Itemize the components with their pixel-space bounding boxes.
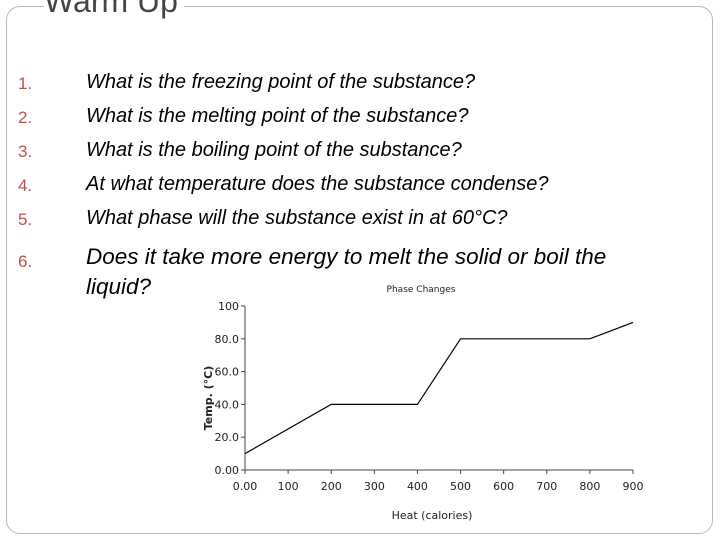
y-tick-label: 80.0 — [215, 333, 240, 346]
question-text: What is the melting point of the substan… — [86, 105, 469, 127]
phase-change-chart: Phase Changes Temp. (°C) Heat (calories)… — [202, 285, 644, 522]
x-tick-label: 200 — [321, 480, 342, 493]
x-tick-label: 900 — [623, 480, 644, 493]
y-tick-label: 20.0 — [215, 431, 240, 444]
x-tick-label: 500 — [450, 480, 471, 493]
y-tick-label: 0.00 — [215, 464, 240, 477]
question-number: 5. — [18, 210, 33, 229]
slide-frame — [6, 6, 713, 534]
question-6: 6. Does it take more energy to melt the … — [18, 242, 626, 302]
question-1: 1. What is the freezing point of the sub… — [18, 70, 658, 94]
y-tick-label: 100 — [218, 300, 239, 313]
question-5: 5. What phase will the substance exist i… — [18, 206, 658, 230]
question-text: What phase will the substance exist in a… — [86, 207, 508, 229]
question-number: 6. — [18, 252, 33, 271]
question-number: 4. — [18, 176, 33, 195]
question-text: What is the boiling point of the substan… — [86, 139, 462, 161]
x-tick-label: 0.00 — [233, 480, 258, 493]
x-tick-label: 100 — [278, 480, 299, 493]
question-list: 1. What is the freezing point of the sub… — [18, 70, 658, 302]
question-text: What is the freezing point of the substa… — [86, 71, 476, 93]
question-2: 2. What is the melting point of the subs… — [18, 104, 658, 128]
question-number: 3. — [18, 142, 33, 161]
question-text: At what temperature does the substance c… — [86, 173, 549, 195]
x-tick-label: 700 — [536, 480, 557, 493]
question-number: 2. — [18, 108, 33, 127]
question-4: 4. At what temperature does the substanc… — [18, 172, 556, 196]
x-tick-label: 600 — [493, 480, 514, 493]
x-tick-label: 300 — [364, 480, 385, 493]
x-tick-label: 400 — [407, 480, 428, 493]
chart-title: Phase Changes — [387, 285, 456, 295]
x-tick-label: 800 — [579, 480, 600, 493]
y-axis-label: Temp. (°C) — [202, 366, 215, 430]
slide-title: Warm Up — [44, 0, 184, 18]
heating-curve-line — [244, 321, 634, 455]
question-3: 3. What is the boiling point of the subs… — [18, 138, 658, 162]
y-tick-label: 40.0 — [215, 398, 240, 411]
question-number: 1. — [18, 74, 33, 93]
x-axis-label: Heat (calories) — [392, 509, 473, 522]
question-text: Does it take more energy to melt the sol… — [86, 244, 607, 299]
y-tick-label: 60.0 — [215, 366, 240, 379]
